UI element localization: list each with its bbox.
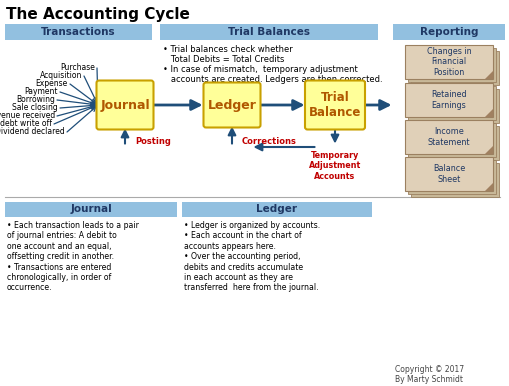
FancyBboxPatch shape [392,24,504,40]
FancyBboxPatch shape [410,126,498,160]
FancyBboxPatch shape [182,202,371,217]
FancyBboxPatch shape [410,163,498,197]
Text: Ledger: Ledger [207,98,256,112]
Text: Transactions: Transactions [41,27,115,37]
Polygon shape [484,109,492,117]
Text: • In case of mismatch,  temporary adjustment
   accounts are created. Ledgers ar: • In case of mismatch, temporary adjustm… [163,65,382,85]
Text: Trial Balances: Trial Balances [228,27,309,37]
Text: Purchase: Purchase [60,64,95,73]
FancyBboxPatch shape [404,83,492,117]
FancyBboxPatch shape [407,86,495,120]
FancyBboxPatch shape [404,120,492,154]
Text: Bad debt write off: Bad debt write off [0,120,52,129]
Text: Posting: Posting [135,137,171,147]
Text: Temporary
Adjustment
Accounts: Temporary Adjustment Accounts [308,151,360,181]
Text: Income
Statement: Income Statement [427,127,469,147]
Text: Expense: Expense [36,80,68,88]
Polygon shape [484,183,492,191]
Text: Revenue received: Revenue received [0,112,55,120]
Text: Dividend declared: Dividend declared [0,127,65,137]
Text: Journal: Journal [100,98,150,112]
Text: Sale closing: Sale closing [12,103,58,112]
FancyBboxPatch shape [407,160,495,194]
FancyBboxPatch shape [203,83,260,127]
FancyBboxPatch shape [96,81,153,129]
FancyBboxPatch shape [160,24,377,40]
FancyBboxPatch shape [407,123,495,157]
FancyBboxPatch shape [404,157,492,191]
Text: Ledger: Ledger [256,204,297,214]
Text: Corrections: Corrections [242,137,296,147]
FancyBboxPatch shape [404,45,492,79]
Text: The Accounting Cycle: The Accounting Cycle [6,7,189,22]
Text: Trial
Balance: Trial Balance [308,91,360,119]
FancyBboxPatch shape [5,24,152,40]
Text: Copyright © 2017
By Marty Schmidt: Copyright © 2017 By Marty Schmidt [394,365,463,384]
FancyBboxPatch shape [304,81,364,129]
Text: Borrowing: Borrowing [16,95,55,105]
Polygon shape [484,146,492,154]
Text: Journal: Journal [70,204,111,214]
Text: Changes in
Financial
Position: Changes in Financial Position [426,47,470,77]
Text: Balance
Sheet: Balance Sheet [432,164,464,184]
Text: Payment: Payment [24,88,58,96]
Text: Retained
Earnings: Retained Earnings [430,90,466,110]
FancyBboxPatch shape [5,202,177,217]
Text: • Trial balances check whether
   Total Debits = Total Credits: • Trial balances check whether Total Deb… [163,45,292,64]
FancyBboxPatch shape [407,48,495,82]
FancyBboxPatch shape [410,89,498,123]
Text: Acquisition: Acquisition [40,71,82,81]
Text: • Ledger is organized by accounts.
• Each account in the chart of
accounts appea: • Ledger is organized by accounts. • Eac… [184,221,320,293]
Text: Reporting: Reporting [419,27,477,37]
Text: • Each transaction leads to a pair
of journal entries: A debit to
one account an: • Each transaction leads to a pair of jo… [7,221,138,293]
FancyBboxPatch shape [410,51,498,85]
Polygon shape [484,71,492,79]
